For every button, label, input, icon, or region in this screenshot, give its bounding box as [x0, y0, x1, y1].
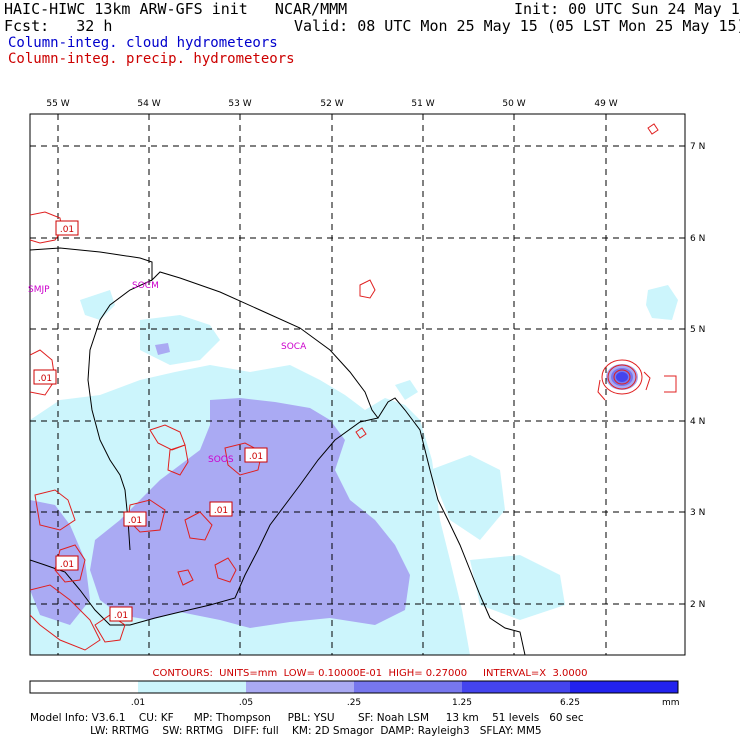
- cloud-area-medium: [155, 343, 170, 355]
- lat-label: 5 N: [690, 325, 705, 335]
- lon-label: 55 W: [46, 99, 69, 109]
- lat-label: 6 N: [690, 234, 705, 244]
- colorbar-tick: .01: [131, 698, 145, 708]
- cloud-area-light: [140, 315, 220, 365]
- cloud-area-light: [395, 380, 418, 400]
- contour-label: .01: [60, 560, 74, 570]
- colorbar-tick: 6.25: [560, 698, 580, 708]
- lon-label: 49 W: [594, 99, 617, 109]
- contours-info: CONTOURS: UNITS=mm LOW= 0.10000E-01 HIGH…: [152, 668, 588, 679]
- cloud-area-light: [646, 285, 678, 320]
- longitude-labels: 55 W 54 W 53 W 52 W 51 W 50 W 49 W: [46, 99, 617, 109]
- model-info-line2: LW: RRTMG SW: RRTMG DIFF: full KM: 2D Sm…: [30, 725, 542, 737]
- cloud-area-light: [430, 455, 505, 540]
- station-label-soca: SOCA: [281, 342, 307, 352]
- colorbar-bin: [138, 681, 246, 693]
- field-cloud-label: Column-integ. cloud hydrometeors: [8, 35, 278, 51]
- contour-labels: .01 .01 .01 .01 .01 .01 .01: [33, 220, 268, 622]
- field-precip-label: Column-integ. precip. hydrometeors: [8, 51, 295, 67]
- lat-lon-grid: [30, 114, 685, 655]
- map-frame: [29, 113, 686, 656]
- cloud-area-light: [80, 290, 115, 320]
- contour-label: .01: [249, 452, 263, 462]
- cloud-area-light: [470, 555, 565, 620]
- coastline: [30, 247, 526, 655]
- colorbar-bin: [570, 681, 678, 693]
- contour-label: .01: [38, 374, 52, 384]
- colorbar-tick: .25: [347, 698, 361, 708]
- colorbar-bin: [246, 681, 354, 693]
- station-label-soos: SOOS: [208, 455, 234, 465]
- lat-label: 2 N: [690, 600, 705, 610]
- station-label-smjp: SMJP: [28, 285, 50, 295]
- colorbar-tick: .05: [239, 698, 253, 708]
- colorbar-unit: mm: [662, 698, 680, 708]
- colorbar: .01 .05 .25 1.25 6.25 mm: [29, 680, 680, 708]
- colorbar-bin: [354, 681, 462, 693]
- valid-time: Valid: 08 UTC Mon 25 May 15 (05 LST Mon …: [294, 17, 740, 35]
- contour-label: .01: [114, 611, 128, 621]
- cloud-core: [616, 372, 628, 382]
- shaded-field: [30, 285, 678, 655]
- contour-label: .01: [60, 225, 74, 235]
- contour-label: .01: [214, 506, 228, 516]
- colorbar-bin: [30, 681, 138, 693]
- colorbar-tick: 1.25: [452, 698, 472, 708]
- lon-label: 54 W: [137, 99, 160, 109]
- model-info-line1: Model Info: V3.6.1 CU: KF MP: Thompson P…: [30, 712, 584, 724]
- lon-label: 50 W: [502, 99, 525, 109]
- colorbar-bin: [462, 681, 570, 693]
- lat-label: 7 N: [690, 142, 705, 152]
- precip-contours: [30, 123, 677, 651]
- latitude-labels: 7 N 6 N 5 N 4 N 3 N 2 N: [690, 142, 705, 610]
- lon-label: 52 W: [320, 99, 343, 109]
- lat-label: 4 N: [690, 417, 705, 427]
- lon-label: 51 W: [411, 99, 434, 109]
- lon-label: 53 W: [228, 99, 251, 109]
- contour-label: .01: [128, 516, 142, 526]
- forecast-hour: Fcst: 32 h: [4, 17, 113, 35]
- station-label-socm: SOCM: [132, 281, 159, 291]
- plot-title: HAIC-HIWC 13km ARW-GFS init NCAR/MMM: [4, 0, 348, 18]
- lat-label: 3 N: [690, 508, 705, 518]
- init-time: Init: 00 UTC Sun 24 May 15: [514, 0, 740, 18]
- cloud-area-medium: [90, 398, 410, 628]
